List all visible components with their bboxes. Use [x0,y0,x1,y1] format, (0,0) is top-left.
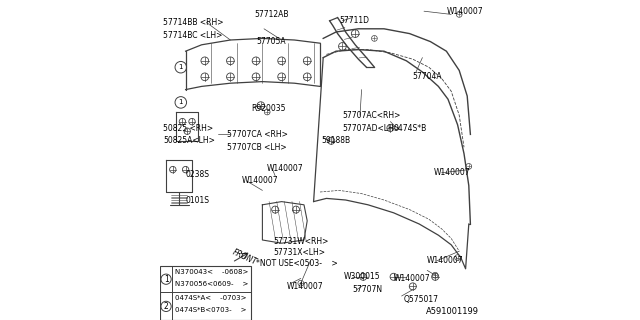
Text: 57707N: 57707N [352,285,382,294]
Text: 59188B: 59188B [322,136,351,145]
Text: W140007: W140007 [428,256,464,265]
Text: 57711D: 57711D [339,16,369,25]
Text: 50825 <RH>: 50825 <RH> [163,124,213,132]
Text: 57714BC <LH>: 57714BC <LH> [163,31,223,40]
Text: 57731X<LH>: 57731X<LH> [274,248,326,257]
Text: W140007: W140007 [242,176,278,185]
Text: 1: 1 [179,64,183,70]
Text: *NOT USE<0503-    >: *NOT USE<0503- > [256,260,338,268]
Text: W140007: W140007 [394,274,430,283]
Text: 57705A: 57705A [256,37,285,46]
Text: R920035: R920035 [251,104,285,113]
Text: 0101S: 0101S [186,196,210,204]
Text: A591001199: A591001199 [426,308,479,316]
Text: W140007: W140007 [447,7,483,16]
Text: 50825A<LH>: 50825A<LH> [163,136,215,145]
Text: 57707AC<RH>: 57707AC<RH> [342,111,401,120]
Text: 1: 1 [179,100,183,105]
Text: 57714BB <RH>: 57714BB <RH> [163,18,224,27]
Text: 2: 2 [164,302,168,311]
Bar [160,266,251,320]
Text: W140007: W140007 [434,168,470,177]
Text: 57712AB: 57712AB [254,10,289,19]
Text: N370056<0609-    >: N370056<0609- > [175,281,248,287]
Text: 0474S*B<0703-    >: 0474S*B<0703- > [175,308,246,313]
Text: 57707AD<LH>: 57707AD<LH> [342,124,401,132]
Text: 0474S*A<    -0703>: 0474S*A< -0703> [175,295,246,301]
Text: W140007: W140007 [268,164,304,172]
Text: 57707CB <LH>: 57707CB <LH> [227,143,287,152]
Text: 57704A: 57704A [413,72,442,81]
Text: W140007: W140007 [287,282,323,291]
Text: N370043<    -0608>: N370043< -0608> [175,269,248,275]
Text: W300015: W300015 [344,272,381,281]
Text: 57707CA <RH>: 57707CA <RH> [227,130,288,139]
Text: FRONT: FRONT [231,248,259,267]
Text: 0238S: 0238S [186,170,210,179]
Text: 57731W<RH>: 57731W<RH> [274,237,329,246]
Text: Q575017: Q575017 [403,295,438,304]
Text: 1: 1 [164,275,168,284]
Text: 0474S*B: 0474S*B [394,124,427,132]
